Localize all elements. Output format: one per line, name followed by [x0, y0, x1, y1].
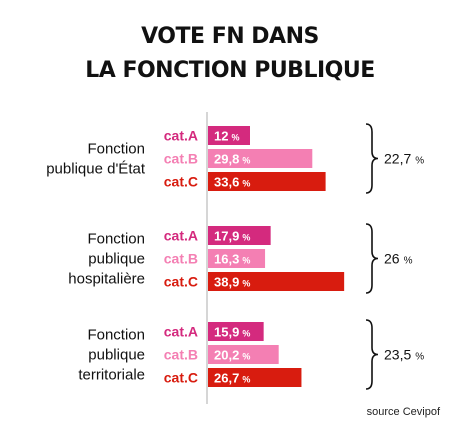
source-note: source Cevipof	[366, 406, 440, 418]
category-label-cat-A: cat.A	[164, 128, 198, 144]
bar-1-cat-B	[208, 149, 313, 168]
bar-value-label: 33,6%	[214, 175, 250, 190]
category-label-cat-C: cat.C	[164, 370, 198, 386]
bar-2-cat-B	[208, 249, 266, 268]
bar-value-label: 26,7%	[214, 371, 250, 386]
group-total-3: 23,5%	[384, 347, 424, 363]
group-label-3-line-2: publique	[88, 347, 145, 364]
category-label-cat-C: cat.C	[164, 174, 198, 190]
group-label-2-line-1: Fonction	[87, 231, 145, 248]
bar-value-label: 12%	[214, 129, 239, 144]
group-label-1-line-1: Fonction	[87, 141, 145, 158]
category-label-cat-B: cat.B	[164, 347, 198, 363]
group-brace	[365, 123, 379, 194]
bar-3-cat-C	[208, 368, 302, 387]
bar-3-cat-B	[208, 345, 279, 364]
bar-value-label: 29,8%	[214, 152, 250, 167]
bar-value-label: 16,3%	[214, 252, 250, 267]
bar-value-label: 15,9%	[214, 325, 250, 340]
chart-title-line-2: LA FONCTION PUBLIQUE	[85, 58, 375, 83]
group-label-1-line-2: publique d'État	[46, 161, 146, 178]
category-label-cat-B: cat.B	[164, 151, 198, 167]
bar-2-cat-A	[208, 226, 271, 245]
category-label-cat-B: cat.B	[164, 251, 198, 267]
group-label-2-line-3: hospitalière	[68, 271, 145, 288]
bar-1-cat-C	[208, 172, 326, 191]
chart-title-line-1: VOTE FN DANS	[141, 24, 319, 49]
group-label-2-line-2: publique	[88, 251, 145, 268]
group-total-2: 26%	[384, 251, 413, 267]
bar-value-label: 38,9%	[214, 275, 250, 290]
group-label-3-line-3: territoriale	[78, 367, 145, 384]
group-total-1: 22,7%	[384, 151, 424, 167]
category-label-cat-A: cat.A	[164, 228, 198, 244]
bar-value-label: 20,2%	[214, 348, 250, 363]
bar-value-label: 17,9%	[214, 229, 250, 244]
category-label-cat-C: cat.C	[164, 274, 198, 290]
category-label-cat-A: cat.A	[164, 324, 198, 340]
bar-1-cat-A	[208, 126, 250, 145]
group-label-3-line-1: Fonction	[87, 327, 145, 344]
bar-3-cat-A	[208, 322, 264, 341]
bar-2-cat-C	[208, 272, 345, 291]
group-brace	[365, 319, 379, 390]
group-brace	[365, 223, 379, 294]
